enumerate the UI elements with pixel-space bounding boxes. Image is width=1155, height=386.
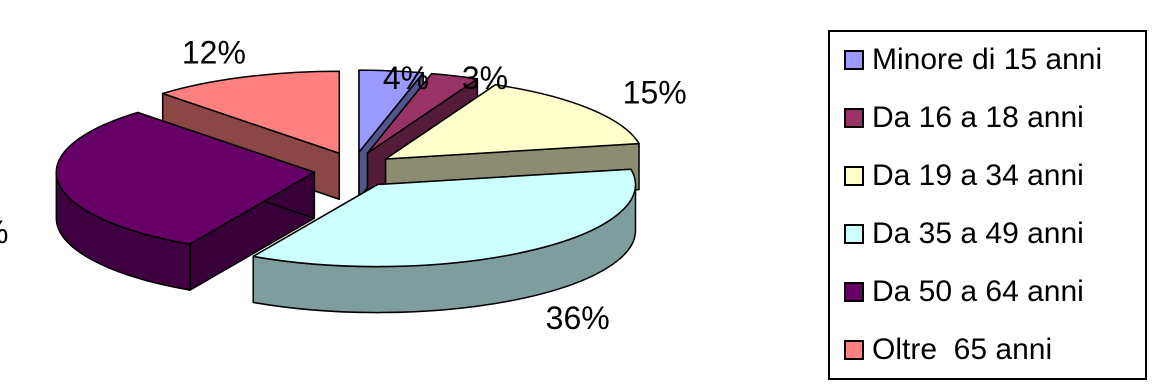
pie-chart: 4% 3% 15% 36% 30% 12% [0, 35, 687, 337]
legend-item: Da 16 a 18 anni [844, 100, 1084, 136]
legend: Minore di 15 anni Da 16 a 18 anni Da 19 … [828, 30, 1147, 380]
legend-swatch [844, 282, 864, 302]
data-label: 30% [0, 214, 8, 250]
data-label: 4% [383, 60, 429, 96]
legend-label: Da 35 a 49 anni [872, 217, 1084, 250]
legend-item: Oltre 65 anni [844, 332, 1052, 368]
pie-slice [252, 168, 637, 314]
pie-slice [55, 111, 316, 291]
legend-swatch [844, 340, 864, 360]
legend-item: Da 35 a 49 anni [844, 216, 1084, 252]
data-label: 3% [462, 60, 508, 96]
legend-label: Da 19 a 34 anni [872, 159, 1084, 192]
legend-label: Oltre 65 anni [872, 333, 1053, 366]
legend-swatch [844, 224, 864, 244]
data-label: 15% [623, 75, 687, 111]
legend-swatch [844, 50, 864, 70]
legend-label: Minore di 15 anni [872, 43, 1103, 76]
data-label: 36% [546, 300, 610, 336]
data-label: 12% [182, 35, 246, 71]
legend-swatch [844, 166, 864, 186]
legend-item: Minore di 15 anni [844, 42, 1102, 78]
legend-item: Da 19 a 34 anni [844, 158, 1084, 194]
legend-swatch [844, 108, 864, 128]
legend-label: Da 50 a 64 anni [872, 275, 1084, 308]
legend-label: Da 16 a 18 anni [872, 101, 1084, 134]
legend-item: Da 50 a 64 anni [844, 274, 1084, 310]
